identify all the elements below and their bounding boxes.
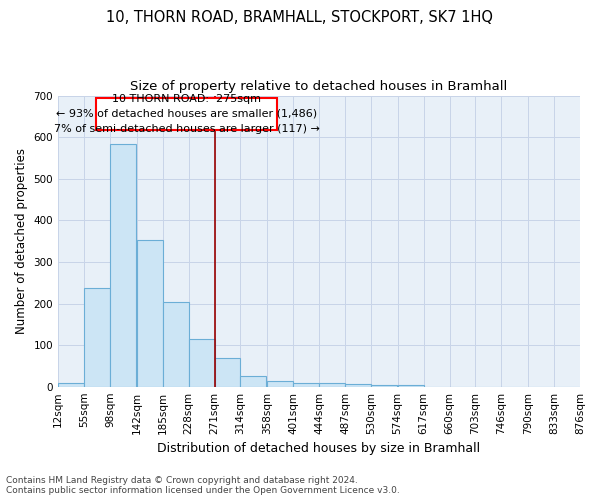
Bar [163, 302, 188, 386]
Title: Size of property relative to detached houses in Bramhall: Size of property relative to detached ho… [130, 80, 508, 93]
FancyBboxPatch shape [96, 98, 277, 130]
Text: 10 THORN ROAD:  275sqm
← 93% of detached houses are smaller (1,486)
7% of semi-d: 10 THORN ROAD: 275sqm ← 93% of detached … [54, 94, 320, 134]
Bar [345, 384, 371, 386]
X-axis label: Distribution of detached houses by size in Bramhall: Distribution of detached houses by size … [157, 442, 481, 455]
Bar [215, 358, 241, 386]
Bar [110, 144, 136, 386]
Text: 10, THORN ROAD, BRAMHALL, STOCKPORT, SK7 1HQ: 10, THORN ROAD, BRAMHALL, STOCKPORT, SK7… [107, 10, 493, 25]
Bar [241, 376, 266, 386]
Text: Contains HM Land Registry data © Crown copyright and database right 2024.
Contai: Contains HM Land Registry data © Crown c… [6, 476, 400, 495]
Bar [58, 384, 84, 386]
Y-axis label: Number of detached properties: Number of detached properties [15, 148, 28, 334]
Bar [293, 382, 319, 386]
Bar [84, 288, 110, 386]
Bar [188, 339, 215, 386]
Bar [398, 384, 424, 386]
Bar [137, 240, 163, 386]
Bar [319, 384, 345, 386]
Bar [267, 382, 293, 386]
Bar [371, 384, 397, 386]
